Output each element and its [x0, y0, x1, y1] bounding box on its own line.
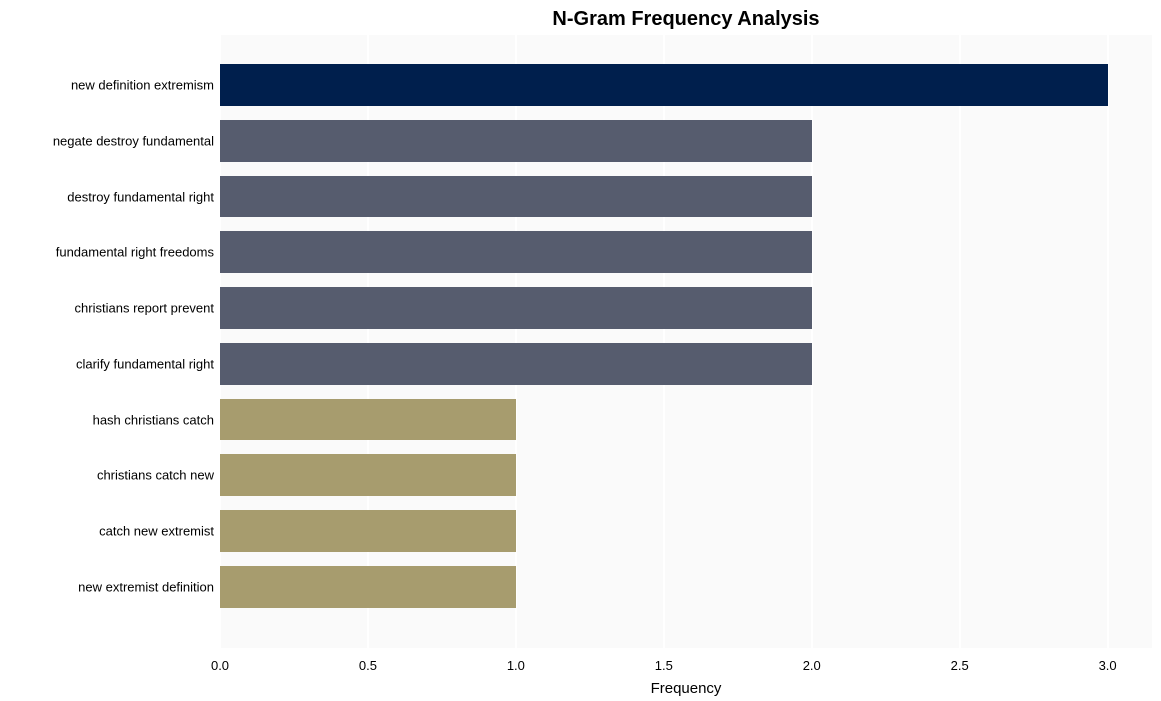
bar [220, 454, 516, 496]
y-tick-label: new definition extremism [71, 78, 220, 93]
x-grid-line [1107, 35, 1109, 648]
ngram-frequency-chart: N-Gram Frequency Analysis Frequency 0.00… [0, 0, 1161, 701]
bar [220, 120, 812, 162]
x-tick-label: 0.0 [211, 648, 229, 673]
y-tick-label: catch new extremist [99, 523, 220, 538]
x-tick-label: 2.0 [803, 648, 821, 673]
y-tick-label: negate destroy fundamental [53, 133, 220, 148]
y-tick-label: christians catch new [97, 468, 220, 483]
x-grid-line [959, 35, 961, 648]
y-tick-label: fundamental right freedoms [56, 245, 220, 260]
bar [220, 176, 812, 218]
y-tick-label: new extremist definition [78, 579, 220, 594]
y-tick-label: clarify fundamental right [76, 356, 220, 371]
x-tick-label: 1.5 [655, 648, 673, 673]
y-tick-label: hash christians catch [93, 412, 220, 427]
x-axis-label: Frequency [220, 680, 1152, 697]
y-tick-label: christians report prevent [75, 301, 220, 316]
bar [220, 231, 812, 273]
chart-title: N-Gram Frequency Analysis [220, 8, 1152, 31]
x-tick-label: 0.5 [359, 648, 377, 673]
bar [220, 343, 812, 385]
x-tick-label: 3.0 [1099, 648, 1117, 673]
bar [220, 510, 516, 552]
x-tick-label: 1.0 [507, 648, 525, 673]
plot-area: Frequency 0.00.51.01.52.02.53.0new defin… [220, 35, 1152, 648]
bar [220, 566, 516, 608]
bar [220, 287, 812, 329]
x-tick-label: 2.5 [951, 648, 969, 673]
bar [220, 399, 516, 441]
y-tick-label: destroy fundamental right [67, 189, 220, 204]
bar [220, 64, 1108, 106]
